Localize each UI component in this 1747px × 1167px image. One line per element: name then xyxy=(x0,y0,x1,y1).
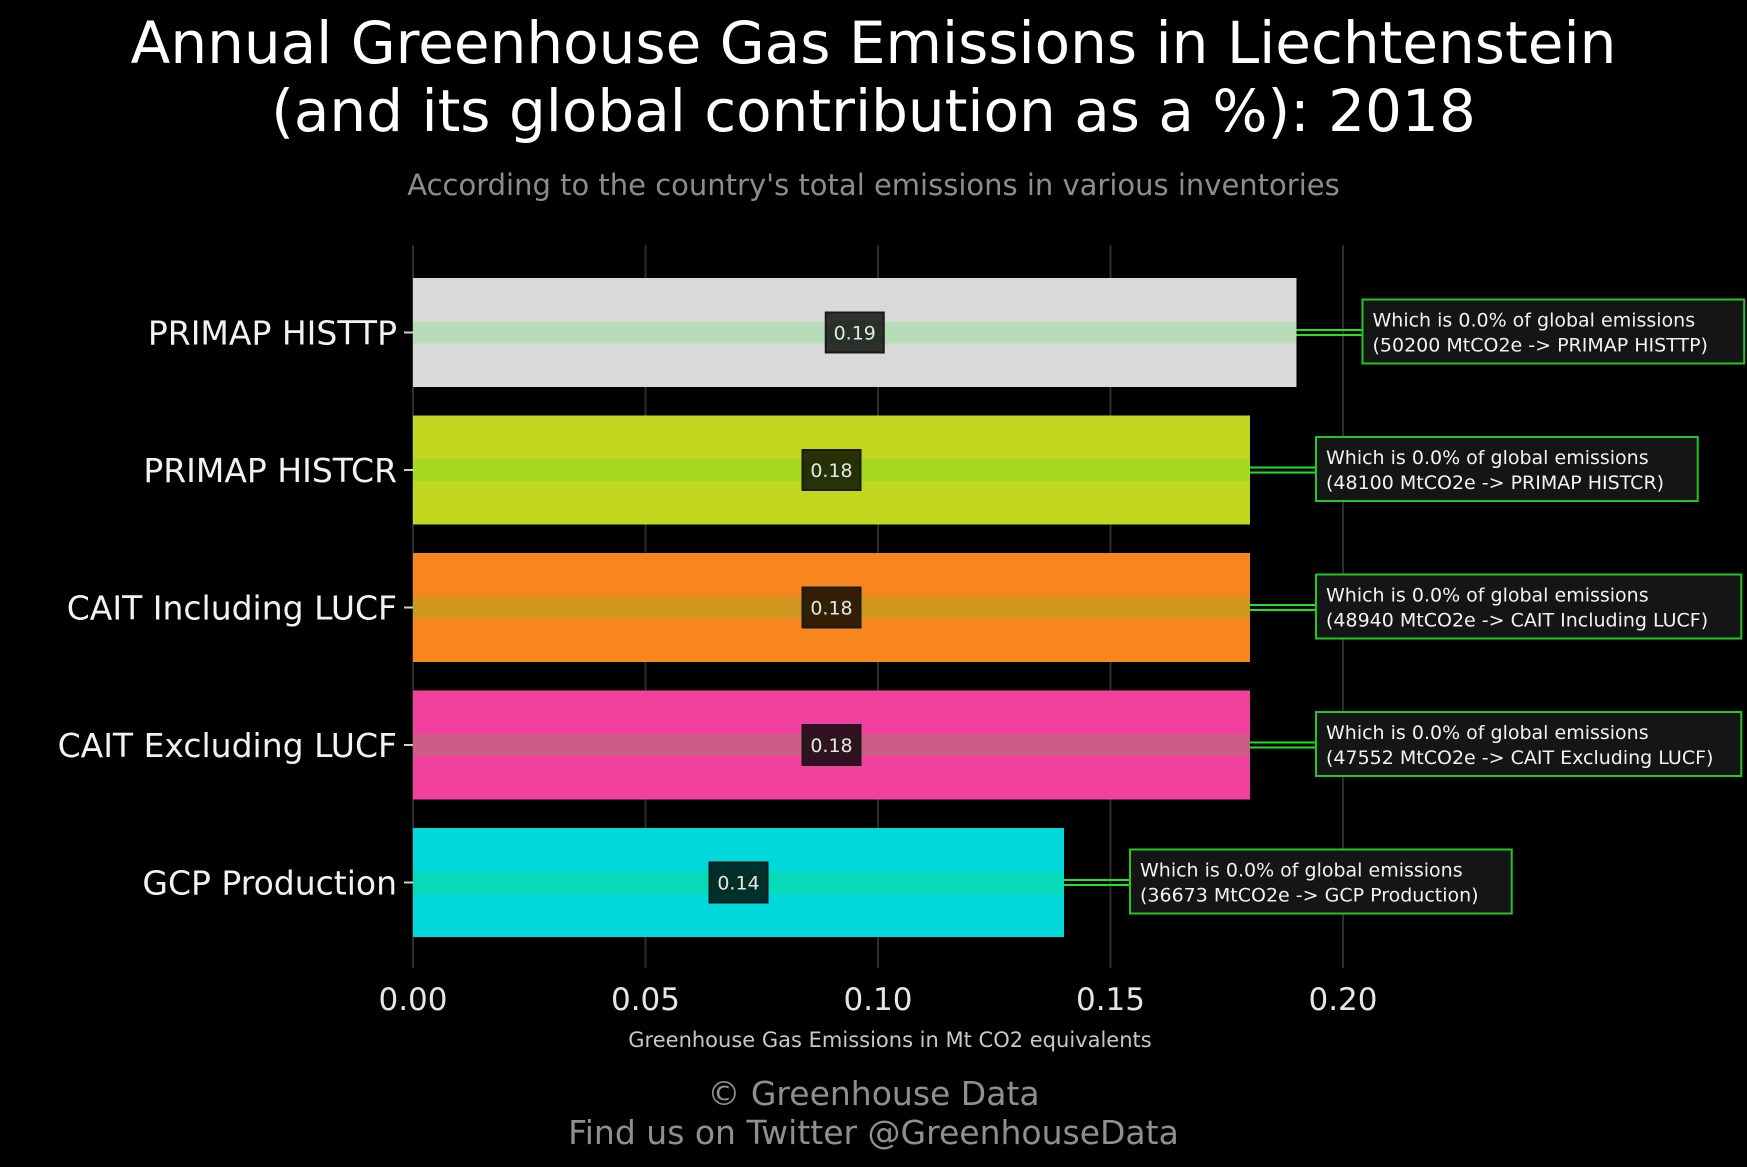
value-label-3: 0.18 xyxy=(810,735,852,757)
chart-title-line-1: Annual Greenhouse Gas Emissions in Liech… xyxy=(130,9,1617,77)
annotation-box-1 xyxy=(1315,436,1699,502)
annotation-line1-2: Which is 0.0% of global emissions xyxy=(1326,585,1649,607)
annotation-line2-4: (36673 MtCO2e -> GCP Production) xyxy=(1140,885,1479,907)
value-label-1: 0.18 xyxy=(810,460,852,482)
category-label-1: PRIMAP HISTCR xyxy=(143,451,397,490)
annotation-line2-2: (48940 MtCO2e -> CAIT Including LUCF) xyxy=(1326,610,1708,632)
category-label-0: PRIMAP HISTTP xyxy=(148,314,397,353)
annotation-line1-4: Which is 0.0% of global emissions xyxy=(1140,860,1463,882)
annotation-line2-1: (48100 MtCO2e -> PRIMAP HISTCR) xyxy=(1326,472,1664,494)
value-label-box-2 xyxy=(801,586,862,629)
annotation-line1-1: Which is 0.0% of global emissions xyxy=(1326,447,1649,469)
annotation-line1-0: Which is 0.0% of global emissions xyxy=(1373,310,1696,332)
value-label-box-3 xyxy=(801,724,862,766)
value-label-0: 0.19 xyxy=(834,323,876,345)
xtick-label-3: 0.15 xyxy=(1076,982,1145,1018)
xtick-label-2: 0.10 xyxy=(843,982,912,1018)
xtick-label-0: 0.00 xyxy=(378,982,447,1018)
category-label-2: CAIT Including LUCF xyxy=(67,589,397,628)
chart-title-line-2: (and its global contribution as a %): 20… xyxy=(271,77,1476,145)
footer-copyright: © Greenhouse Data xyxy=(707,1074,1040,1113)
annotation-line1-3: Which is 0.0% of global emissions xyxy=(1326,722,1649,744)
category-label-4: GCP Production xyxy=(142,864,397,903)
x-axis-title: Greenhouse Gas Emissions in Mt CO2 equiv… xyxy=(628,1028,1151,1052)
value-label-2: 0.18 xyxy=(810,598,852,620)
annotation-line2-3: (47552 MtCO2e -> CAIT Excluding LUCF) xyxy=(1326,747,1713,769)
annotation-box-4 xyxy=(1129,848,1513,915)
chart-subtitle: According to the country's total emissio… xyxy=(407,168,1340,202)
annotation-box-0 xyxy=(1361,298,1746,365)
annotation-box-3 xyxy=(1315,711,1743,777)
xtick-label-4: 0.20 xyxy=(1308,982,1377,1018)
annotation-line2-0: (50200 MtCO2e -> PRIMAP HISTTP) xyxy=(1373,335,1708,357)
annotation-box-2 xyxy=(1315,573,1743,640)
value-label-4: 0.14 xyxy=(717,873,759,895)
value-label-box-4 xyxy=(708,861,769,904)
xtick-label-1: 0.05 xyxy=(611,982,680,1018)
category-label-3: CAIT Excluding LUCF xyxy=(58,726,397,765)
footer-twitter-handle: Find us on Twitter @GreenhouseData xyxy=(568,1113,1179,1152)
value-label-box-0 xyxy=(824,311,885,354)
value-label-box-1 xyxy=(801,449,862,491)
